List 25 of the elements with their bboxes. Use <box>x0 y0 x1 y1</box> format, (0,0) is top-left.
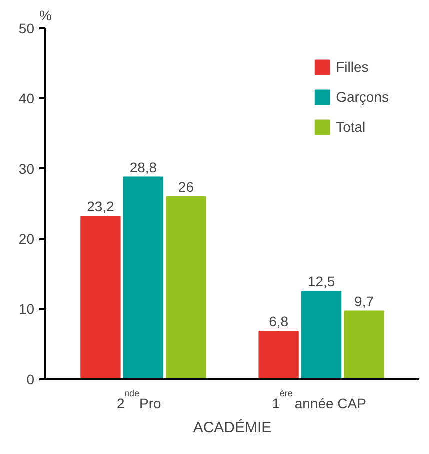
y-tick-label: 50 <box>18 20 35 36</box>
y-tick-label: 30 <box>18 160 35 177</box>
data-label: 23,2 <box>87 198 115 215</box>
bar <box>301 291 342 380</box>
x-axis-title: ACADÉMIE <box>193 418 272 436</box>
data-label: 26 <box>178 178 194 195</box>
y-tick-label: 40 <box>18 90 35 107</box>
data-label: 28,8 <box>130 159 158 176</box>
bar <box>123 176 164 380</box>
bar <box>258 331 299 380</box>
data-label: 9,7 <box>354 293 374 310</box>
y-tick-label: 10 <box>18 301 35 318</box>
data-label: 6,8 <box>269 314 289 330</box>
bar <box>80 216 121 380</box>
bar <box>344 310 384 380</box>
legend-label: Filles <box>336 59 369 75</box>
data-label: 12,5 <box>308 274 336 290</box>
y-tick-label: 0 <box>26 371 35 388</box>
y-axis-title: % <box>40 8 52 24</box>
x-tick-label: 1ère année CAP <box>272 388 366 412</box>
bar <box>166 196 206 380</box>
legend-label: Garçons <box>336 89 389 105</box>
y-tick-label: 20 <box>18 231 35 247</box>
legend-label: Total <box>336 119 366 135</box>
x-tick-label: 2nde Pro <box>116 388 162 412</box>
